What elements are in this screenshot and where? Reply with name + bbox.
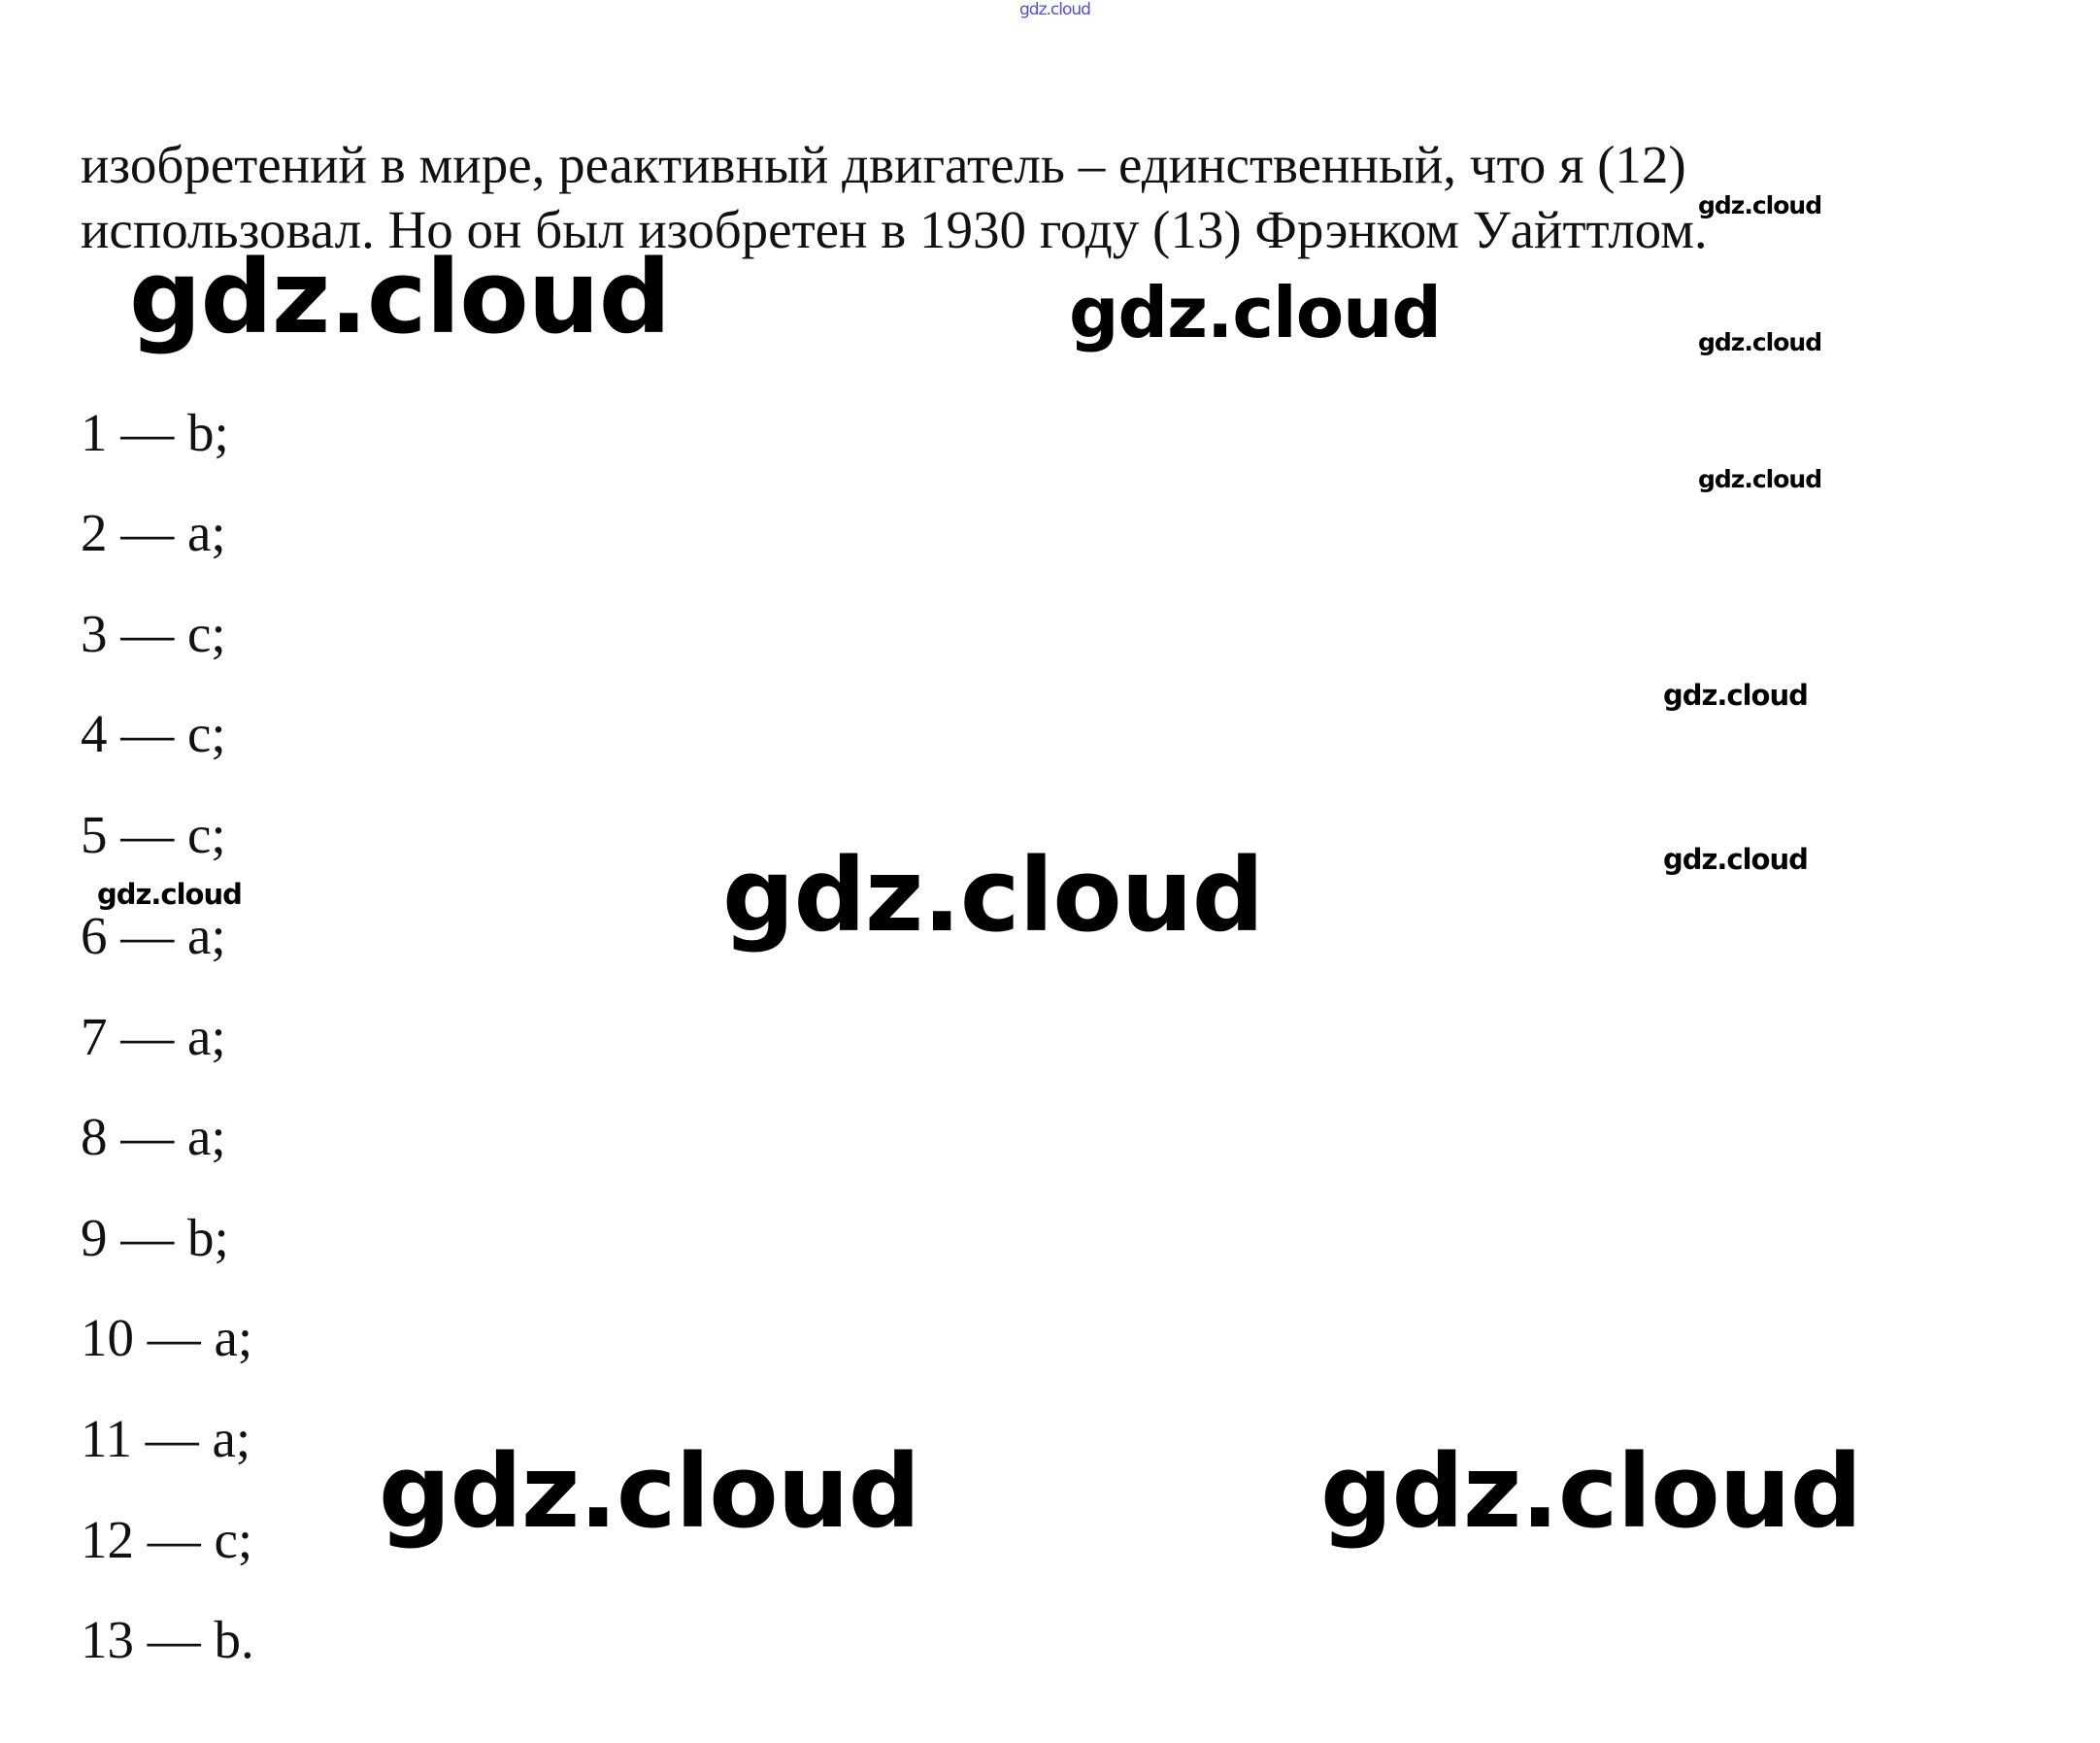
answer-item: 13 — b.: [81, 1610, 254, 1669]
answer-item: 6 — a;: [81, 906, 226, 965]
watermark: gdz.cloud: [1320, 1432, 1862, 1551]
watermark: gdz.cloud: [1698, 191, 1822, 219]
watermark: gdz.cloud: [1698, 465, 1822, 493]
watermark: gdz.cloud: [722, 836, 1264, 955]
answer-item: 5 — c;: [81, 805, 226, 864]
paragraph-line-2: использовал. Но он был изобретен в 1930 …: [81, 200, 1708, 259]
answer-item: 8 — a;: [81, 1107, 226, 1166]
answer-item: 4 — c;: [81, 704, 226, 763]
answer-item: 7 — a;: [81, 1007, 226, 1066]
watermark: gdz.cloud: [129, 238, 671, 356]
answer-item: 3 — c;: [81, 604, 226, 663]
paragraph-line-1: изобретений в мире, реактивный двигатель…: [81, 135, 1686, 194]
answer-item: 1 — b;: [81, 403, 229, 462]
watermark: gdz.cloud: [1663, 679, 1809, 712]
answer-item: 11 — a;: [81, 1409, 251, 1468]
watermark: gdz.cloud: [97, 878, 243, 911]
watermark: gdz.cloud: [379, 1432, 920, 1551]
watermark: gdz.cloud: [1698, 328, 1822, 356]
answer-item: 12 — c;: [81, 1510, 253, 1569]
watermark: gdz.cloud: [1069, 272, 1442, 353]
answer-item: 9 — b;: [81, 1208, 229, 1267]
watermark: gdz.cloud: [1663, 843, 1809, 876]
answer-item: 10 — a;: [81, 1308, 253, 1367]
top-watermark: gdz.cloud: [1019, 0, 1091, 19]
answer-item: 2 — a;: [81, 503, 226, 562]
